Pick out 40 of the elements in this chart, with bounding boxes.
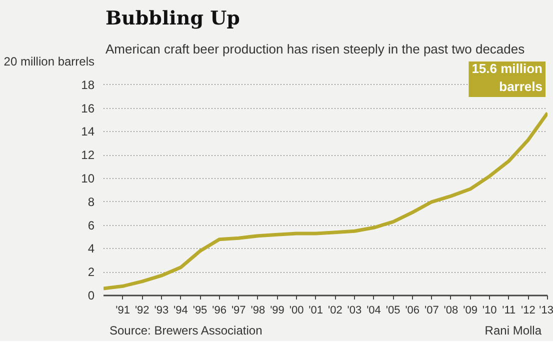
line-series: [104, 111, 548, 290]
source-note: Source: Brewers Association: [110, 324, 262, 338]
x-tick-label: '08: [444, 304, 458, 316]
x-tick-label: '01: [308, 304, 324, 316]
y-tick-label: 6: [88, 218, 95, 232]
y-tick-label: 20 million barrels: [4, 54, 94, 68]
x-tick-label: '10: [482, 304, 497, 316]
y-tick-label: 14: [81, 124, 95, 139]
x-tick-label: '02: [328, 304, 342, 316]
x-tick-label: '96: [212, 304, 226, 316]
y-tick-label: 10: [81, 172, 95, 186]
x-tick-label: '05: [386, 304, 400, 316]
x-tick-label: '06: [405, 304, 420, 316]
x-tick-label: '13: [539, 304, 553, 316]
y-tick-label: 18: [81, 78, 95, 92]
x-tick-label: '09: [463, 304, 478, 316]
x-tick-label: '00: [289, 304, 304, 316]
y-tick-label: 0: [88, 288, 95, 302]
chart-title: Bubbling Up: [106, 8, 240, 30]
text: Rani Molla: [484, 324, 542, 338]
y-tick-label: 16: [81, 101, 95, 116]
x-tick-label: '12: [521, 304, 536, 316]
y-tick-label: 2: [88, 265, 95, 280]
x-tick-label: '04: [366, 304, 381, 316]
x-tick-label: '97: [231, 304, 246, 316]
x-tick-label: '91: [116, 304, 130, 316]
x-tick-label: '92: [134, 304, 150, 316]
x-tick-label: '07: [424, 304, 439, 316]
chart-subtitle: American craft beer production has risen steeply in the past two decades: [106, 42, 526, 56]
annotation: 15.6 million barrels: [472, 60, 543, 94]
y-tick-label: 8: [88, 194, 95, 209]
x-tick-label: '95: [192, 304, 208, 316]
x-tick-label: '99: [270, 304, 284, 316]
x-tick-label: '98: [250, 304, 266, 316]
x-tick-label: '11: [502, 304, 516, 316]
y-tick-label: 4: [88, 242, 95, 256]
x-tick-label: '03: [347, 304, 362, 316]
y-tick-label: 12: [81, 148, 95, 162]
x-tick-label: '94: [174, 304, 188, 316]
x-tick-label: '93: [154, 304, 169, 316]
